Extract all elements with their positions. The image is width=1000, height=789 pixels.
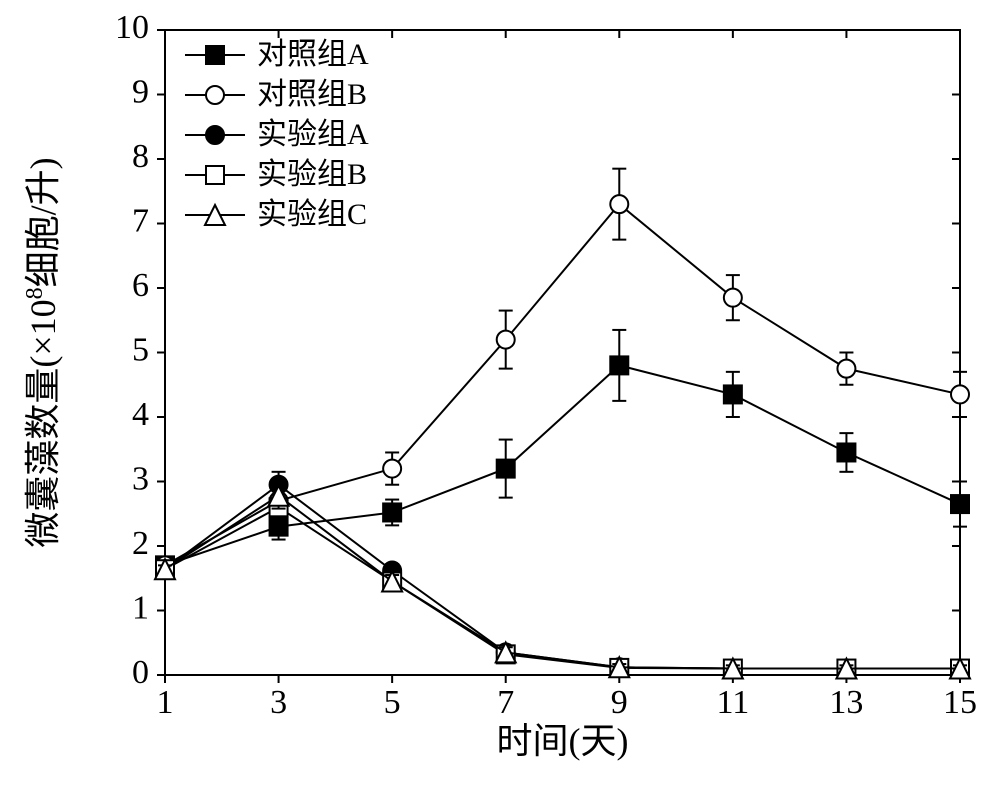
- filled-square-marker: [383, 503, 401, 521]
- y-tick-label: 9: [132, 73, 149, 110]
- chart-container: 13579111315时间(天)012345678910微囊藻数量(×108细胞…: [0, 0, 1000, 789]
- y-tick-label: 5: [132, 331, 149, 368]
- filled-square-marker: [951, 495, 969, 513]
- y-tick-label: 6: [132, 267, 149, 304]
- y-tick-label: 8: [132, 138, 149, 175]
- open-circle-marker: [837, 360, 855, 378]
- x-axis-title: 时间(天): [497, 721, 629, 761]
- line-chart: 13579111315时间(天)012345678910微囊藻数量(×108细胞…: [0, 0, 1000, 789]
- legend-label-exp_b: 实验组B: [257, 158, 367, 191]
- y-tick-label: 7: [132, 202, 149, 239]
- legend: 对照组A 对照组B 实验组A 实验组B 实验组C: [185, 38, 369, 231]
- open-circle-marker: [951, 385, 969, 403]
- filled-square-marker: [206, 46, 224, 64]
- x-tick-label: 1: [157, 684, 174, 721]
- legend-label-exp_a: 实验组A: [257, 118, 369, 151]
- filled-circle-marker: [206, 126, 224, 144]
- filled-square-marker: [837, 443, 855, 461]
- y-tick-label: 4: [132, 396, 149, 433]
- y-tick-label: 10: [115, 9, 149, 46]
- open-circle-marker: [206, 86, 224, 104]
- legend-label-ctrl_b: 对照组B: [257, 78, 367, 111]
- x-tick-label: 15: [943, 684, 977, 721]
- open-circle-marker: [724, 289, 742, 307]
- y-tick-label: 3: [132, 460, 149, 497]
- y-axis-title: 微囊藻数量(×108细胞/升): [22, 157, 63, 547]
- filled-square-marker: [610, 356, 628, 374]
- legend-label-exp_c: 实验组C: [257, 198, 367, 231]
- x-tick-label: 5: [384, 684, 401, 721]
- x-tick-label: 9: [611, 684, 628, 721]
- x-tick-label: 7: [497, 684, 514, 721]
- filled-square-marker: [724, 385, 742, 403]
- open-circle-marker: [497, 331, 515, 349]
- y-tick-label: 0: [132, 654, 149, 691]
- y-tick-label: 2: [132, 525, 149, 562]
- open-square-marker: [206, 166, 224, 184]
- x-tick-label: 3: [270, 684, 287, 721]
- legend-label-ctrl_a: 对照组A: [257, 38, 369, 71]
- y-tick-label: 1: [132, 589, 149, 626]
- filled-square-marker: [497, 460, 515, 478]
- x-tick-label: 13: [829, 684, 863, 721]
- open-circle-marker: [383, 460, 401, 478]
- x-tick-label: 11: [716, 684, 749, 721]
- open-circle-marker: [610, 195, 628, 213]
